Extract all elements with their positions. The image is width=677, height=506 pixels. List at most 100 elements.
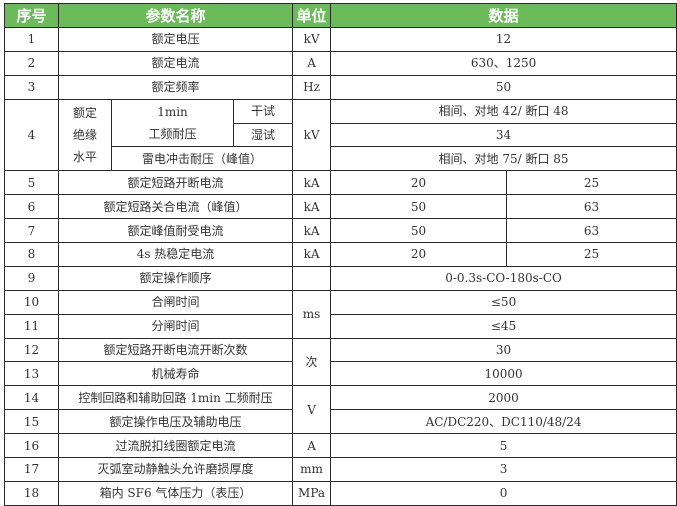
row-name: 额定电流 (57, 50, 294, 76)
row-unit: A (292, 433, 332, 459)
table-row: 17 灭弧室动静触头允许磨损厚度 mm 3 (4, 457, 677, 482)
row-no: 9 (4, 265, 59, 291)
table-row: 1 额定电压 kV 12 (4, 27, 677, 52)
row-data: 630、1250 (330, 50, 677, 76)
row-no: 5 (4, 170, 59, 196)
row-no: 18 (4, 480, 59, 506)
table-row: 6 额定短路关合电流（峰值） kA 50 63 (4, 194, 677, 220)
row-name: 过流脱扣线圈额定电流 (57, 433, 294, 459)
row-no: 13 (4, 361, 59, 387)
row-unit: MPa (292, 480, 332, 506)
table-row: 雷电冲击耐压（峰值） 相间、对地 75/ 断口 85 (5, 146, 677, 172)
row-unit: kA (292, 194, 332, 220)
row-data-b: 63 (506, 194, 677, 220)
row-name: 合闸时间 (57, 289, 294, 315)
row-no: 8 (4, 242, 59, 267)
table-row: 8 4s 热稳定电流 kA 20 25 (4, 242, 677, 267)
row-data: 0-0.3s-CO-180s-CO (330, 265, 677, 291)
table-row: 16 过流脱扣线圈额定电流 A 5 (4, 433, 677, 459)
parameter-table: 序号 参数名称 单位 数据 1 额定电压 kV 12 2 额定电流 A 630、1250 3… (4, 3, 677, 506)
row-no: 2 (4, 50, 59, 76)
row-name: 分闸时间 (57, 313, 294, 339)
row-no: 10 (4, 289, 59, 315)
row-name: 额定短路开断电流 (57, 170, 294, 196)
row-unit: kA (292, 170, 332, 196)
table-row: 5 额定短路开断电流 kA 20 25 (4, 170, 677, 196)
row-unit: kV (292, 98, 332, 172)
row-data-b: 25 (506, 242, 677, 267)
header-data: 数据 (330, 3, 677, 28)
header-name: 参数名称 (57, 3, 294, 28)
table-row: 13 机械寿命 10000 (4, 361, 677, 387)
table-row: 湿试 34 (5, 122, 677, 148)
row-data: 2000 (330, 385, 677, 411)
row-data: AC/DC220、DC110/48/24 (330, 409, 677, 435)
row-unit: kV (292, 27, 332, 52)
row-unit: kA (292, 218, 332, 244)
row-data-a: 50 (330, 218, 508, 244)
power-frequency-label: 1min 工频耐压 (111, 98, 234, 148)
row-no: 7 (4, 218, 59, 244)
row-name: 额定电压 (57, 27, 294, 52)
row-unit: kA (292, 242, 332, 267)
row-data: 5 (330, 433, 677, 459)
table-row: 18 箱内 SF6 气体压力（表压） MPa 0 (4, 480, 677, 506)
row-data: 0 (330, 480, 677, 506)
row-no: 14 (4, 385, 59, 411)
row-name: 4s 热稳定电流 (57, 242, 294, 267)
insulation-group-label: 额定 绝缘 水平 (58, 98, 112, 172)
row-data-b: 25 (506, 170, 677, 196)
dry-test-label: 干试 (232, 98, 294, 124)
table-row: 4 额定 绝缘 水平 1min 工频耐压 干试 kV 相间、对地 42/ 断口 48 (4, 98, 677, 172)
row-unit: 次 (292, 337, 332, 387)
wet-test-label: 湿试 (232, 122, 294, 148)
row-no: 15 (4, 409, 59, 435)
table-row: 9 额定操作顺序 0-0.3s-CO-180s-CO (4, 265, 677, 291)
row-unit: mm (292, 457, 332, 482)
row-name: 额定峰值耐受电流 (57, 218, 294, 244)
table-row: 11 分闸时间 ≤45 (4, 313, 677, 339)
row-name: 额定短路关合电流（峰值） (57, 194, 294, 220)
row-data: ≤50 (330, 289, 677, 315)
header-no: 序号 (4, 3, 59, 28)
row-unit: ms (292, 289, 332, 339)
impulse-label: 雷电冲击耐压（峰值） (110, 146, 294, 172)
row-no: 1 (4, 27, 59, 52)
header-unit: 单位 (292, 3, 332, 28)
row-data: 50 (330, 74, 677, 100)
row-name: 额定操作顺序 (57, 265, 294, 291)
table-row: 7 额定峰值耐受电流 kA 50 63 (4, 218, 677, 244)
row-no: 6 (4, 194, 59, 220)
table-row: 10 合闸时间 ms ≤50 (4, 289, 677, 339)
row-data-a: 20 (330, 242, 508, 267)
row-unit: Hz (292, 74, 332, 100)
row-name: 额定操作电压及辅助电压 (57, 409, 294, 435)
row-data: 相间、对地 75/ 断口 85 (330, 146, 677, 172)
row-unit (292, 265, 332, 291)
table-row: 12 额定短路开断电流开断次数次 30 (4, 337, 677, 387)
table-row: 2 额定电流 A 630、1250 (4, 50, 677, 76)
row-name: 箱内 SF6 气体压力（表压） (57, 480, 294, 506)
row-data: ≤45 (330, 313, 677, 339)
row-name: 机械寿命 (57, 361, 294, 387)
row-no: 11 (4, 313, 59, 339)
row-data: 12 (330, 27, 677, 52)
row-data: 10000 (330, 361, 677, 387)
row-no: 16 (4, 433, 59, 459)
row-no: 12 (4, 337, 59, 363)
table-row: 3 额定频率 Hz 50 (4, 74, 677, 100)
row-name: 额定短路开断电流开断次数 (57, 337, 294, 363)
row-name: 灭弧室动静触头允许磨损厚度 (57, 457, 294, 482)
row-data: 相间、对地 42/ 断口 48 (330, 98, 677, 124)
row-data: 34 (330, 122, 677, 148)
row-data: 3 (330, 457, 677, 482)
row-data-b: 63 (506, 218, 677, 244)
row-name: 控制回路和辅助回路 1min 工频耐压 (57, 385, 294, 411)
header-row: 序号 参数名称 单位 数据 (4, 3, 677, 28)
row-data-a: 50 (330, 194, 508, 220)
row-data-a: 20 (330, 170, 508, 196)
row-data: 30 (330, 337, 677, 363)
row-unit: A (292, 50, 332, 76)
row-no: 17 (4, 457, 59, 482)
row-name: 额定频率 (57, 74, 294, 100)
